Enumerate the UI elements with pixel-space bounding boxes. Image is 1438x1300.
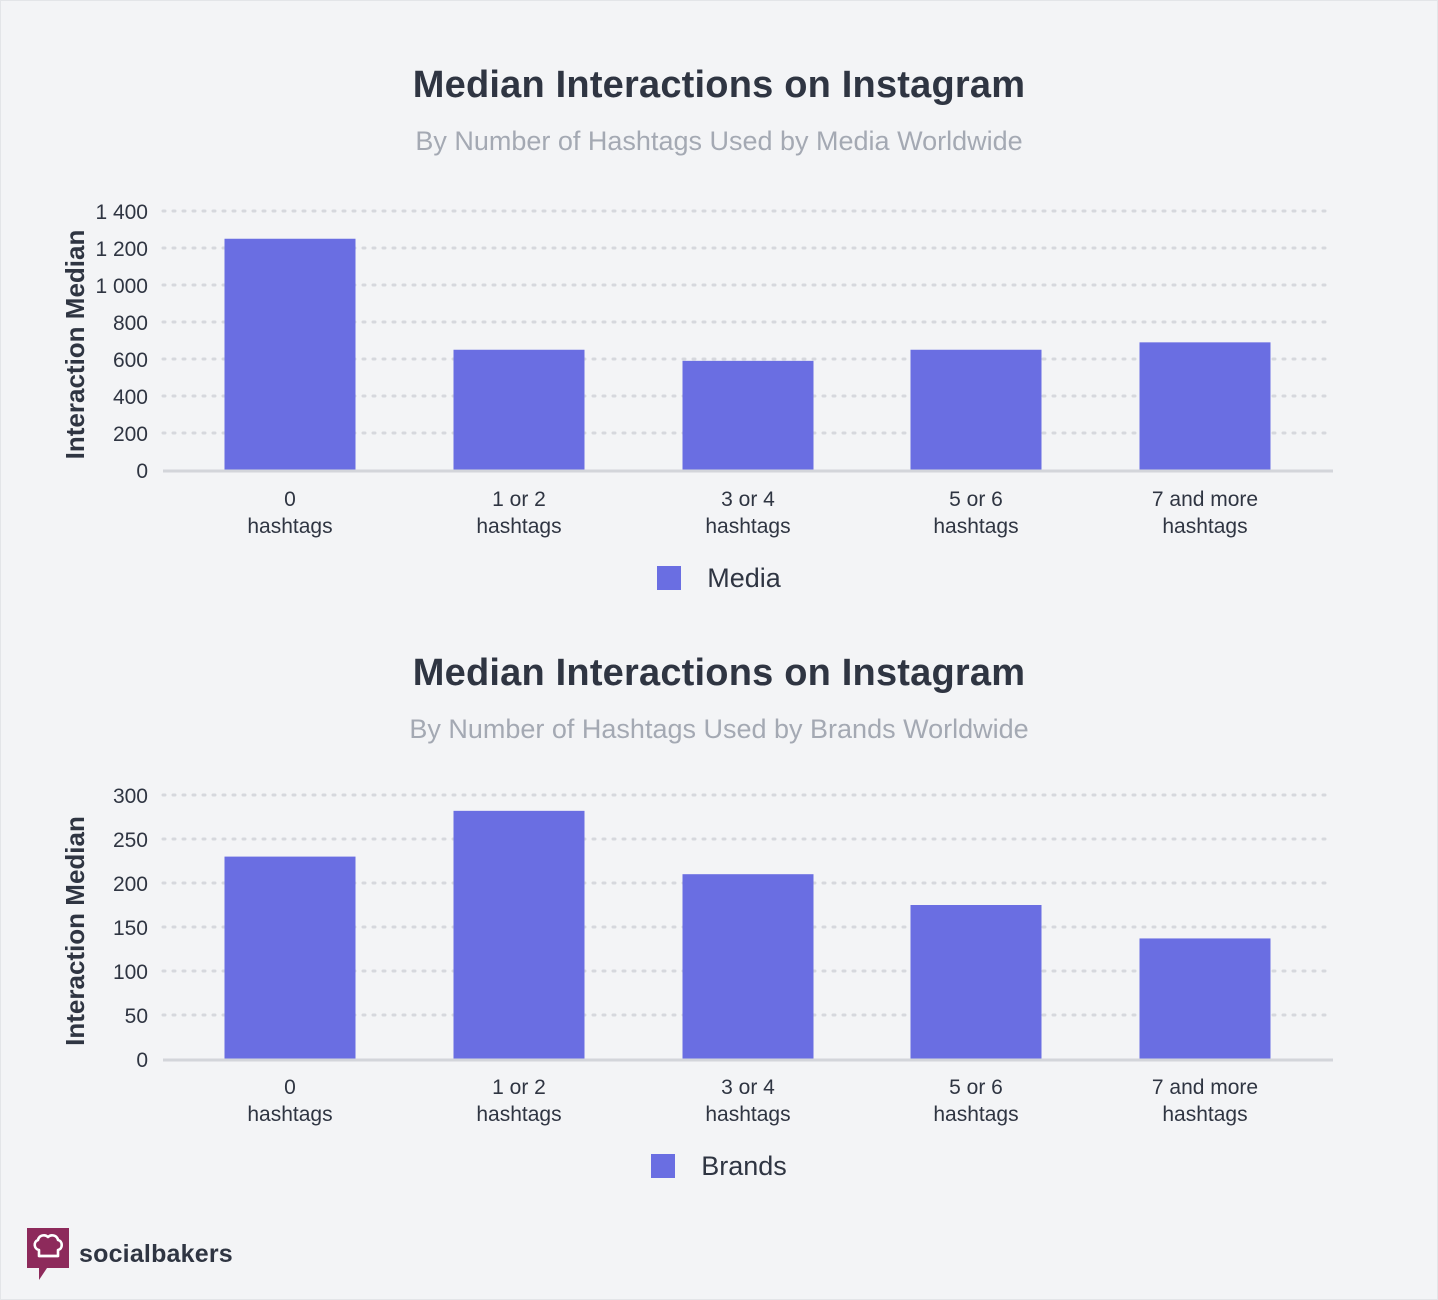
y-tick-label: 50 <box>125 1005 148 1028</box>
y-tick-label: 0 <box>136 1049 148 1072</box>
x-tick-label-line: 5 or 6 <box>949 488 1003 511</box>
chart-title: Median Interactions on Instagram <box>412 652 1026 694</box>
x-tick-label: 0 hashtags <box>247 1076 332 1126</box>
chef-hat-icon <box>27 1228 69 1280</box>
x-tick-label-line: 3 or 4 <box>721 1076 775 1099</box>
x-tick-label-line: hashtags <box>476 515 561 538</box>
x-tick-label: 1 or 2 hashtags <box>476 488 561 538</box>
x-tick-label: 0 hashtags <box>247 488 332 538</box>
brand-logo: socialbakers <box>27 1228 233 1280</box>
x-tick-label-line: 3 or 4 <box>721 488 775 511</box>
x-tick-label-line: hashtags <box>933 515 1018 538</box>
y-tick-label: 300 <box>113 785 148 808</box>
x-tick-label: 1 or 2 hashtags <box>476 1076 561 1126</box>
x-tick-label: 7 and more hashtags <box>1152 1076 1258 1126</box>
x-tick-label-line: hashtags <box>933 1103 1018 1126</box>
bar <box>453 349 585 470</box>
x-tick-label-line: hashtags <box>1162 515 1247 538</box>
x-tick-label-line: hashtags <box>705 515 790 538</box>
bar <box>682 874 814 1059</box>
bar <box>224 856 356 1059</box>
bar <box>910 349 1042 470</box>
x-tick-label: 3 or 4 hashtags <box>705 488 790 538</box>
bar <box>1139 938 1271 1059</box>
bar <box>1139 342 1271 470</box>
x-tick-label-line: hashtags <box>247 515 332 538</box>
bar <box>224 238 356 470</box>
y-axis-label: Interaction Median <box>60 230 90 460</box>
x-tick-label-line: 0 <box>284 1076 296 1099</box>
bar <box>910 905 1042 1059</box>
legend-label: Brands <box>701 1150 787 1181</box>
y-tick-label: 1 000 <box>95 275 148 298</box>
y-tick-label: 600 <box>113 349 148 372</box>
y-tick-label: 0 <box>136 460 148 483</box>
legend-swatch <box>657 566 682 590</box>
legend-label: Media <box>707 562 781 593</box>
legend: Media <box>0 560 1438 596</box>
y-tick-label: 800 <box>113 312 148 335</box>
y-tick-label: 1 400 <box>95 201 148 224</box>
chart-title: Median Interactions on Instagram <box>412 64 1026 106</box>
y-axis-label: Interaction Median <box>60 816 90 1046</box>
x-tick-label-line: 1 or 2 <box>492 488 546 511</box>
legend: Brands <box>0 1148 1438 1184</box>
x-tick-label: 5 or 6 hashtags <box>933 1076 1018 1126</box>
bar <box>453 810 585 1059</box>
x-tick-label: 3 or 4 hashtags <box>705 1076 790 1126</box>
brand-name: socialbakers <box>79 1239 233 1268</box>
chart-subtitle: By Number of Hashtags Used by Media Worl… <box>415 126 1023 156</box>
x-tick-label-line: hashtags <box>247 1103 332 1126</box>
x-tick-label-line: 7 and more <box>1152 1076 1258 1099</box>
x-tick-label-line: hashtags <box>1162 1103 1247 1126</box>
y-tick-label: 100 <box>113 961 148 984</box>
x-tick-label: 5 or 6 hashtags <box>933 488 1018 538</box>
legend-swatch <box>651 1154 676 1178</box>
y-tick-label: 200 <box>113 423 148 446</box>
x-tick-label-line: 7 and more <box>1152 488 1258 511</box>
x-tick-label: 7 and more hashtags <box>1152 488 1258 538</box>
y-tick-label: 1 200 <box>95 238 148 261</box>
x-tick-label-line: 0 <box>284 488 296 511</box>
bar <box>682 360 814 470</box>
x-tick-label-line: hashtags <box>705 1103 790 1126</box>
y-tick-label: 400 <box>113 386 148 409</box>
x-tick-label-line: 5 or 6 <box>949 1076 1003 1099</box>
chart-subtitle: By Number of Hashtags Used by Brands Wor… <box>409 714 1029 744</box>
x-tick-label-line: 1 or 2 <box>492 1076 546 1099</box>
bar-chart-brands: 0 50 100 150 200 250 300 0 hashtags 1 or 2 hashtag… <box>60 785 1335 1126</box>
y-tick-label: 250 <box>113 829 148 852</box>
y-tick-label: 200 <box>113 873 148 896</box>
x-tick-label-line: hashtags <box>476 1103 561 1126</box>
y-tick-label: 150 <box>113 917 148 940</box>
